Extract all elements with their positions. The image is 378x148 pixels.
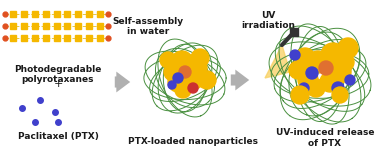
Text: +: + [53,79,63,89]
Circle shape [291,86,309,104]
Circle shape [320,72,340,92]
Text: UV
irradiation: UV irradiation [241,11,295,30]
Circle shape [160,52,176,68]
Circle shape [180,66,204,90]
Circle shape [332,87,348,103]
Circle shape [334,52,354,72]
Circle shape [168,72,188,92]
Circle shape [179,66,191,78]
Text: Paclitaxel (PTX): Paclitaxel (PTX) [17,132,98,140]
Circle shape [306,67,318,79]
Circle shape [188,83,198,93]
Circle shape [332,82,344,94]
Circle shape [187,58,207,78]
Text: PTX-loaded nanoparticles: PTX-loaded nanoparticles [128,137,258,147]
Circle shape [171,51,193,73]
Circle shape [198,71,216,89]
Circle shape [298,70,318,90]
Circle shape [175,82,191,98]
Circle shape [290,50,300,60]
Circle shape [307,51,329,73]
Circle shape [191,49,209,67]
Circle shape [345,75,355,85]
Circle shape [295,48,315,68]
Circle shape [299,83,309,93]
Circle shape [164,63,182,81]
Text: Self-assembly
in water: Self-assembly in water [112,17,184,36]
Circle shape [338,38,358,58]
Circle shape [173,73,183,83]
Text: Photodegradable
polyrotaxanes: Photodegradable polyrotaxanes [14,65,102,84]
Polygon shape [265,45,290,78]
Text: UV-induced release
of PTX: UV-induced release of PTX [276,128,374,148]
Circle shape [321,43,345,67]
Bar [290,28,298,36]
Circle shape [168,81,176,89]
Circle shape [307,79,325,97]
Circle shape [319,61,333,75]
Circle shape [289,61,307,79]
Circle shape [329,61,351,83]
